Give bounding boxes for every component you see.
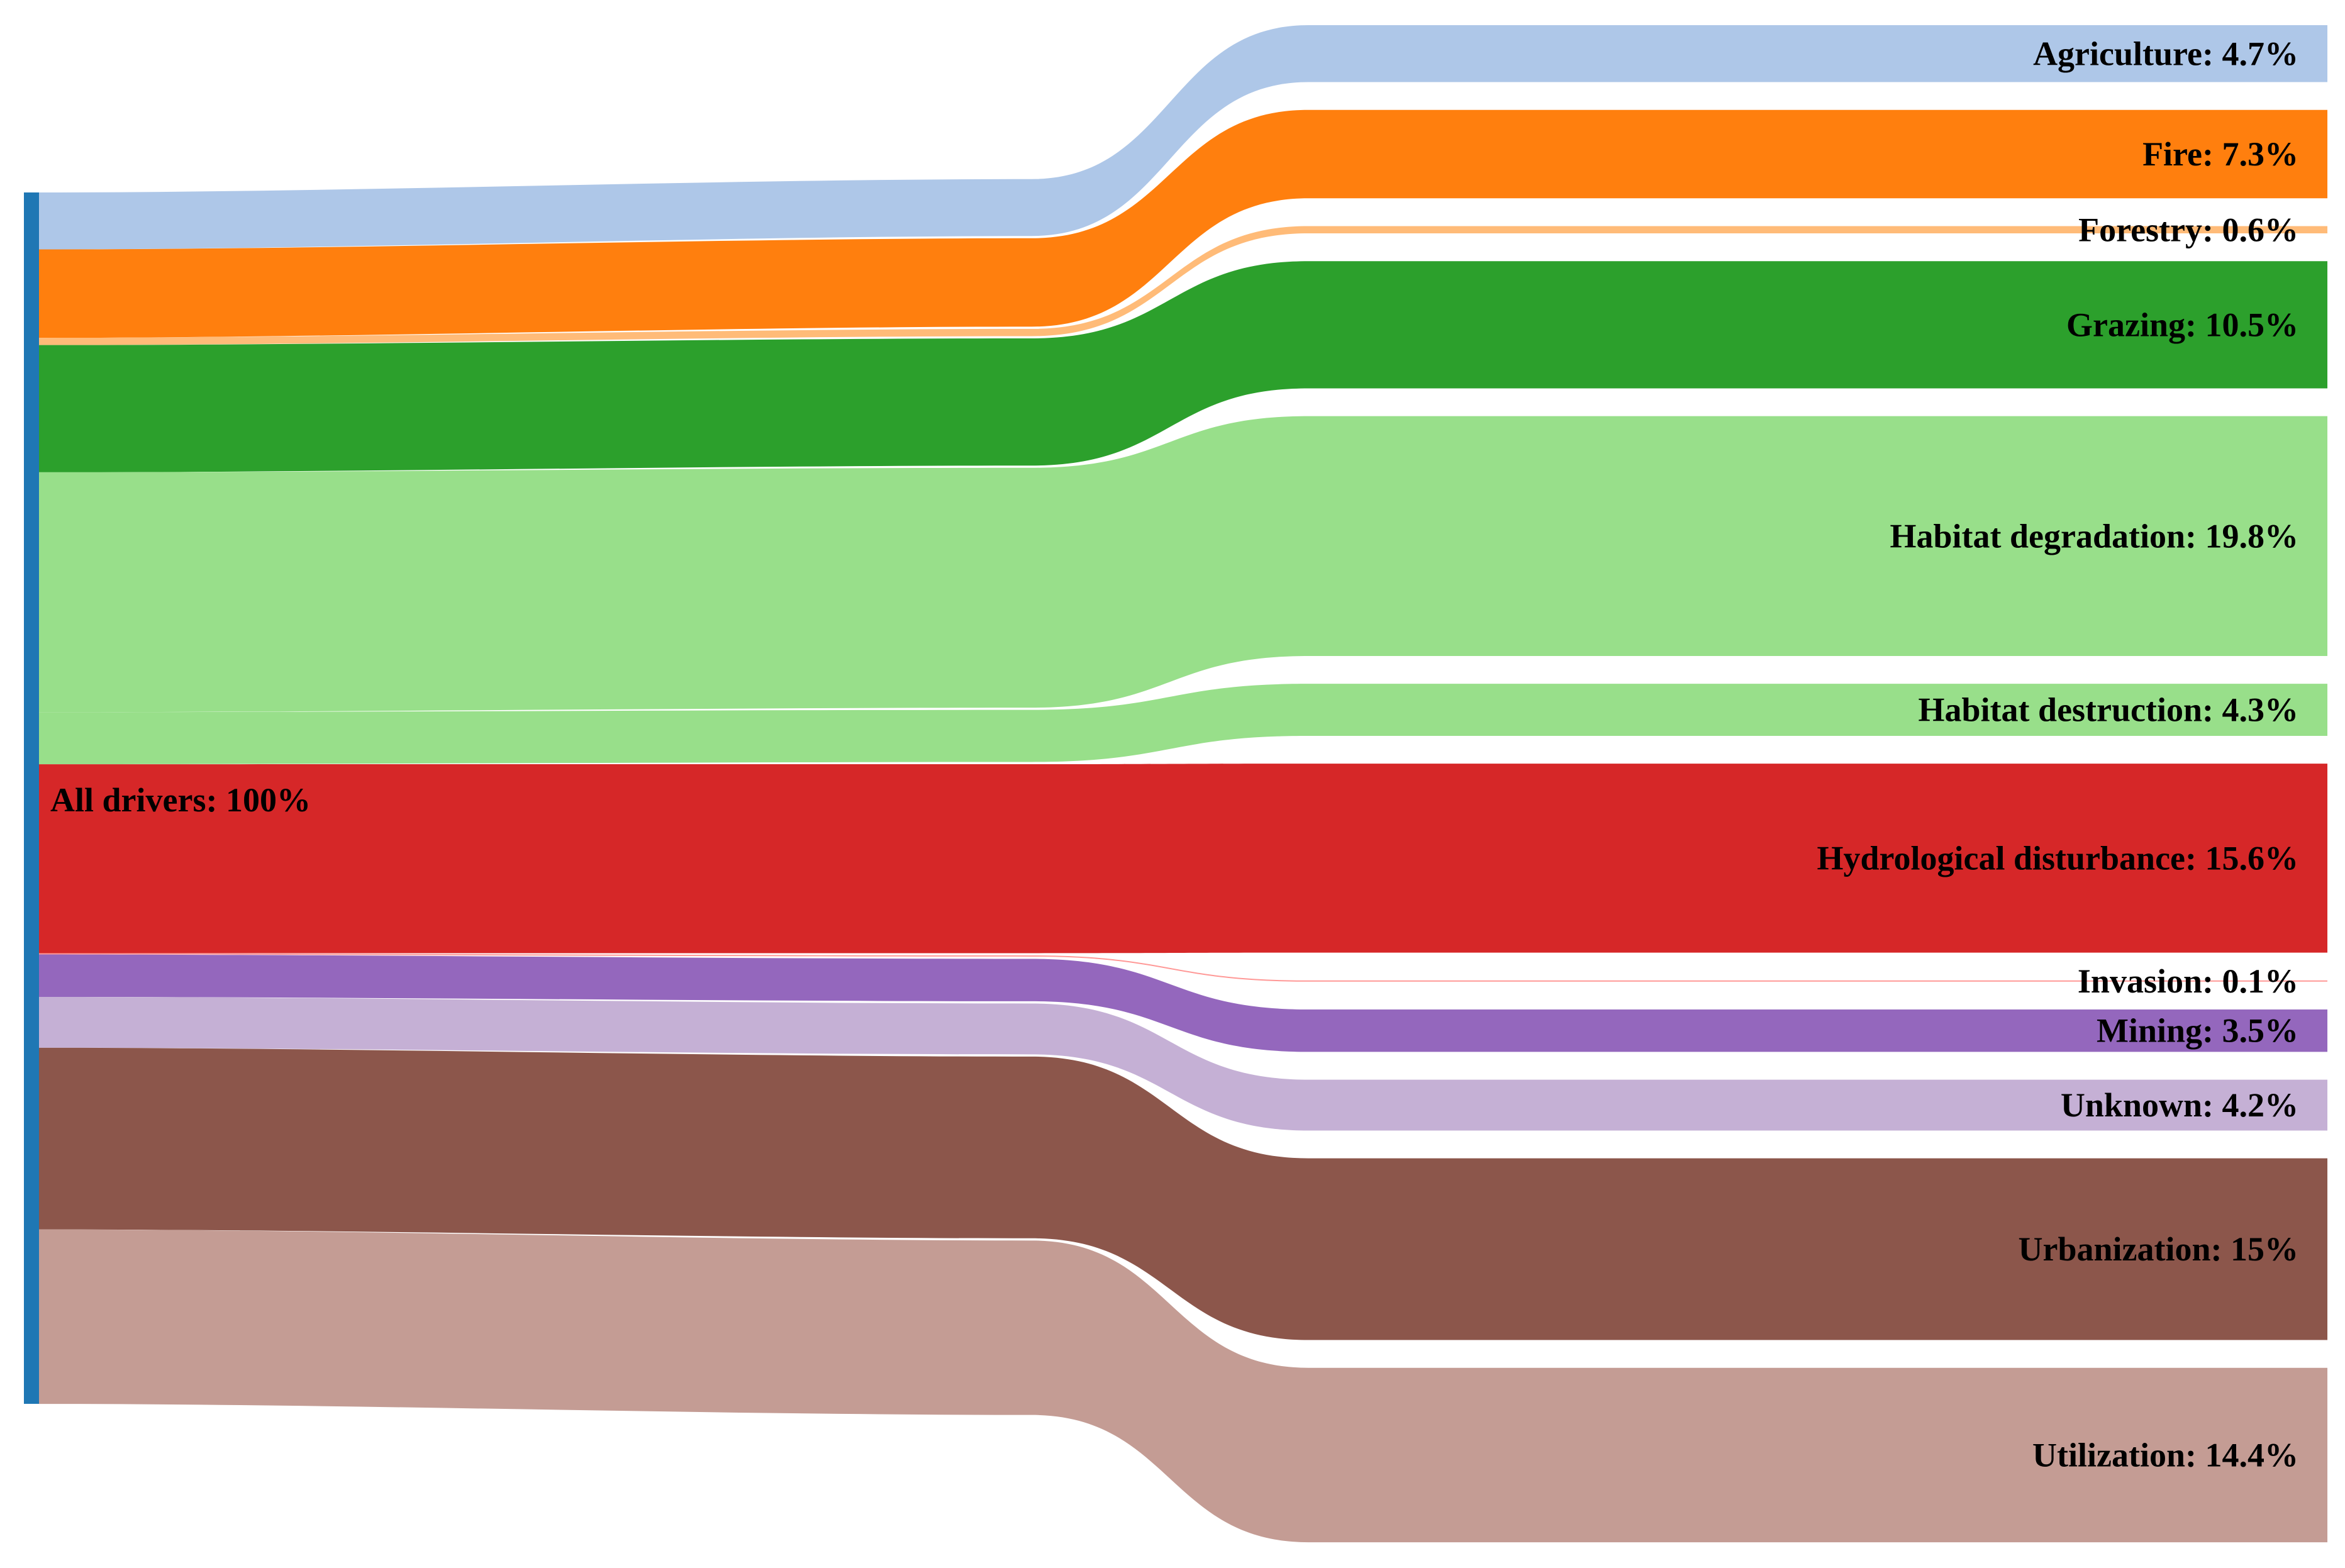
link-unknown <box>39 996 2327 1131</box>
source-label: All drivers: 100% <box>50 781 311 819</box>
target-label-agriculture: Agriculture: 4.7% <box>2033 35 2298 72</box>
link-urbanization <box>39 1047 2327 1340</box>
target-label-grazing: Grazing: 10.5% <box>2066 306 2298 343</box>
link-hydrological-disturbance <box>39 764 2327 954</box>
link-grazing <box>39 261 2327 472</box>
links-layer <box>39 25 2327 1543</box>
target-label-utilization: Utilization: 14.4% <box>2032 1436 2298 1474</box>
source-node-bar <box>24 192 39 1404</box>
target-label-urbanization: Urbanization: 15% <box>2019 1230 2299 1268</box>
target-label-hydrological-disturbance: Hydrological disturbance: 15.6% <box>1817 839 2298 877</box>
link-habitat-degradation <box>39 416 2327 713</box>
link-fire <box>39 109 2327 338</box>
target-label-forestry: Forestry: 0.6% <box>2078 211 2298 248</box>
nodes-layer <box>24 192 39 1404</box>
target-label-unknown: Unknown: 4.2% <box>2061 1086 2298 1124</box>
target-label-invasion: Invasion: 0.1% <box>2078 962 2298 1000</box>
link-mining <box>39 954 2327 1052</box>
link-habitat-destruction <box>39 684 2327 765</box>
labels-layer: Agriculture: 4.7% Fire: 7.3% Forestry: 0.6… <box>50 35 2298 1474</box>
target-label-habitat-destruction: Habitat destruction: 4.3% <box>1919 691 2298 729</box>
target-label-mining: Mining: 3.5% <box>2097 1012 2298 1050</box>
target-label-habitat-degradation: Habitat degradation: 19.8% <box>1890 517 2298 555</box>
target-label-fire: Fire: 7.3% <box>2142 135 2298 173</box>
link-agriculture <box>39 25 2327 250</box>
link-utilization <box>39 1229 2327 1543</box>
